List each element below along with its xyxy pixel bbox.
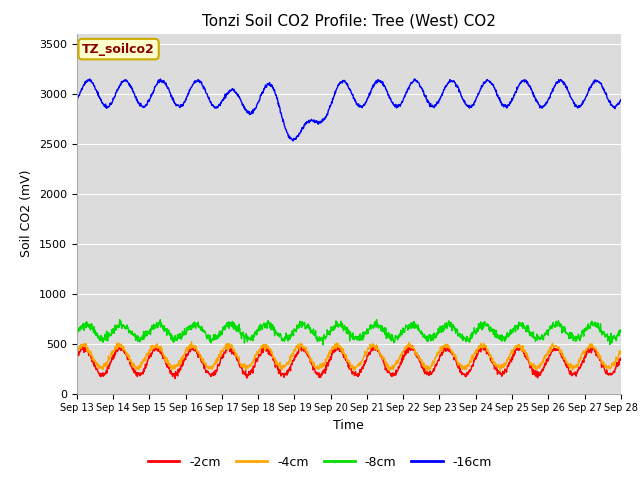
X-axis label: Time: Time <box>333 419 364 432</box>
Title: Tonzi Soil CO2 Profile: Tree (West) CO2: Tonzi Soil CO2 Profile: Tree (West) CO2 <box>202 13 496 28</box>
Text: TZ_soilco2: TZ_soilco2 <box>82 43 155 56</box>
Y-axis label: Soil CO2 (mV): Soil CO2 (mV) <box>20 170 33 257</box>
Legend: -2cm, -4cm, -8cm, -16cm: -2cm, -4cm, -8cm, -16cm <box>143 451 497 474</box>
